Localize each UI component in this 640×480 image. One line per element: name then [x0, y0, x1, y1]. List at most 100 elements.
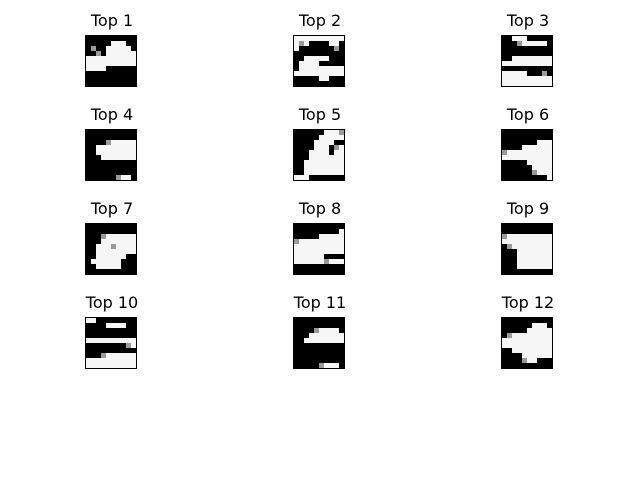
pixel	[542, 76, 547, 81]
pixel	[339, 66, 344, 71]
pixel	[106, 323, 111, 328]
pixel	[121, 323, 126, 328]
pixel	[512, 244, 517, 249]
pixel	[106, 140, 111, 145]
pixel	[101, 239, 106, 244]
pixel	[527, 328, 532, 333]
pixel	[522, 41, 527, 46]
thumbnail-image	[501, 317, 553, 369]
pixel	[522, 81, 527, 86]
pixel	[537, 41, 542, 46]
pixel	[522, 254, 527, 259]
pixel	[86, 56, 91, 61]
pixel	[329, 135, 334, 140]
pixel	[512, 61, 517, 66]
pixel	[547, 348, 552, 353]
pixel	[334, 36, 339, 41]
pixel	[294, 254, 299, 259]
pixel	[517, 343, 522, 348]
thumbnail-image	[293, 317, 345, 369]
pixel	[537, 353, 542, 358]
pixel	[537, 343, 542, 348]
pixel	[517, 348, 522, 353]
pixel	[329, 239, 334, 244]
pixel	[507, 234, 512, 239]
pixel	[324, 56, 329, 61]
pixel	[111, 358, 116, 363]
pixel	[542, 353, 547, 358]
pixel	[304, 56, 309, 61]
pixel	[532, 160, 537, 165]
pixel	[304, 165, 309, 170]
pixel	[91, 66, 96, 71]
pixel	[537, 81, 542, 86]
pixel	[542, 328, 547, 333]
pixel	[121, 61, 126, 66]
pixel	[334, 145, 339, 150]
thumbnail-image	[85, 317, 137, 369]
pixel	[299, 249, 304, 254]
pixel	[111, 323, 116, 328]
pixel	[116, 249, 121, 254]
pixel	[522, 36, 527, 41]
pixel	[542, 160, 547, 165]
pixel	[339, 234, 344, 239]
pixel	[547, 160, 552, 165]
pixel	[547, 333, 552, 338]
pixel	[126, 234, 131, 239]
pixel	[309, 66, 314, 71]
pixel	[537, 244, 542, 249]
thumbnail-image	[501, 223, 553, 275]
pixel	[121, 150, 126, 155]
pixel	[334, 244, 339, 249]
pixel	[522, 155, 527, 160]
pixel	[324, 363, 329, 368]
pixel	[517, 264, 522, 269]
pixel	[111, 353, 116, 358]
pixel	[86, 318, 91, 323]
pixel	[512, 76, 517, 81]
pixel	[334, 170, 339, 175]
pixel	[324, 150, 329, 155]
pixel	[121, 145, 126, 150]
pixel	[319, 165, 324, 170]
pixel	[334, 249, 339, 254]
pixel	[542, 41, 547, 46]
pixel	[527, 348, 532, 353]
pixel	[319, 150, 324, 155]
pixel	[299, 41, 304, 46]
pixel	[522, 76, 527, 81]
pixel	[309, 254, 314, 259]
pixel	[111, 155, 116, 160]
pixel	[96, 145, 101, 150]
pixel	[101, 61, 106, 66]
pixel	[512, 56, 517, 61]
pixel	[126, 150, 131, 155]
pixel	[116, 41, 121, 46]
pixel	[309, 333, 314, 338]
pixel	[339, 71, 344, 76]
pixel	[121, 239, 126, 244]
pixel	[106, 249, 111, 254]
pixel	[339, 165, 344, 170]
pixel	[131, 363, 136, 368]
pixel	[91, 61, 96, 66]
pixel	[314, 338, 319, 343]
pixel	[537, 234, 542, 239]
pixel	[547, 234, 552, 239]
pixel	[334, 130, 339, 135]
pixel	[522, 338, 527, 343]
pixel	[547, 175, 552, 180]
pixel	[339, 160, 344, 165]
pixel	[121, 363, 126, 368]
pixel	[96, 51, 101, 56]
pixel	[542, 81, 547, 86]
pixel	[116, 353, 121, 358]
pixel	[522, 348, 527, 353]
pixel	[537, 160, 542, 165]
pixel	[334, 259, 339, 264]
pixel	[101, 249, 106, 254]
pixel	[111, 244, 116, 249]
pixel	[339, 145, 344, 150]
